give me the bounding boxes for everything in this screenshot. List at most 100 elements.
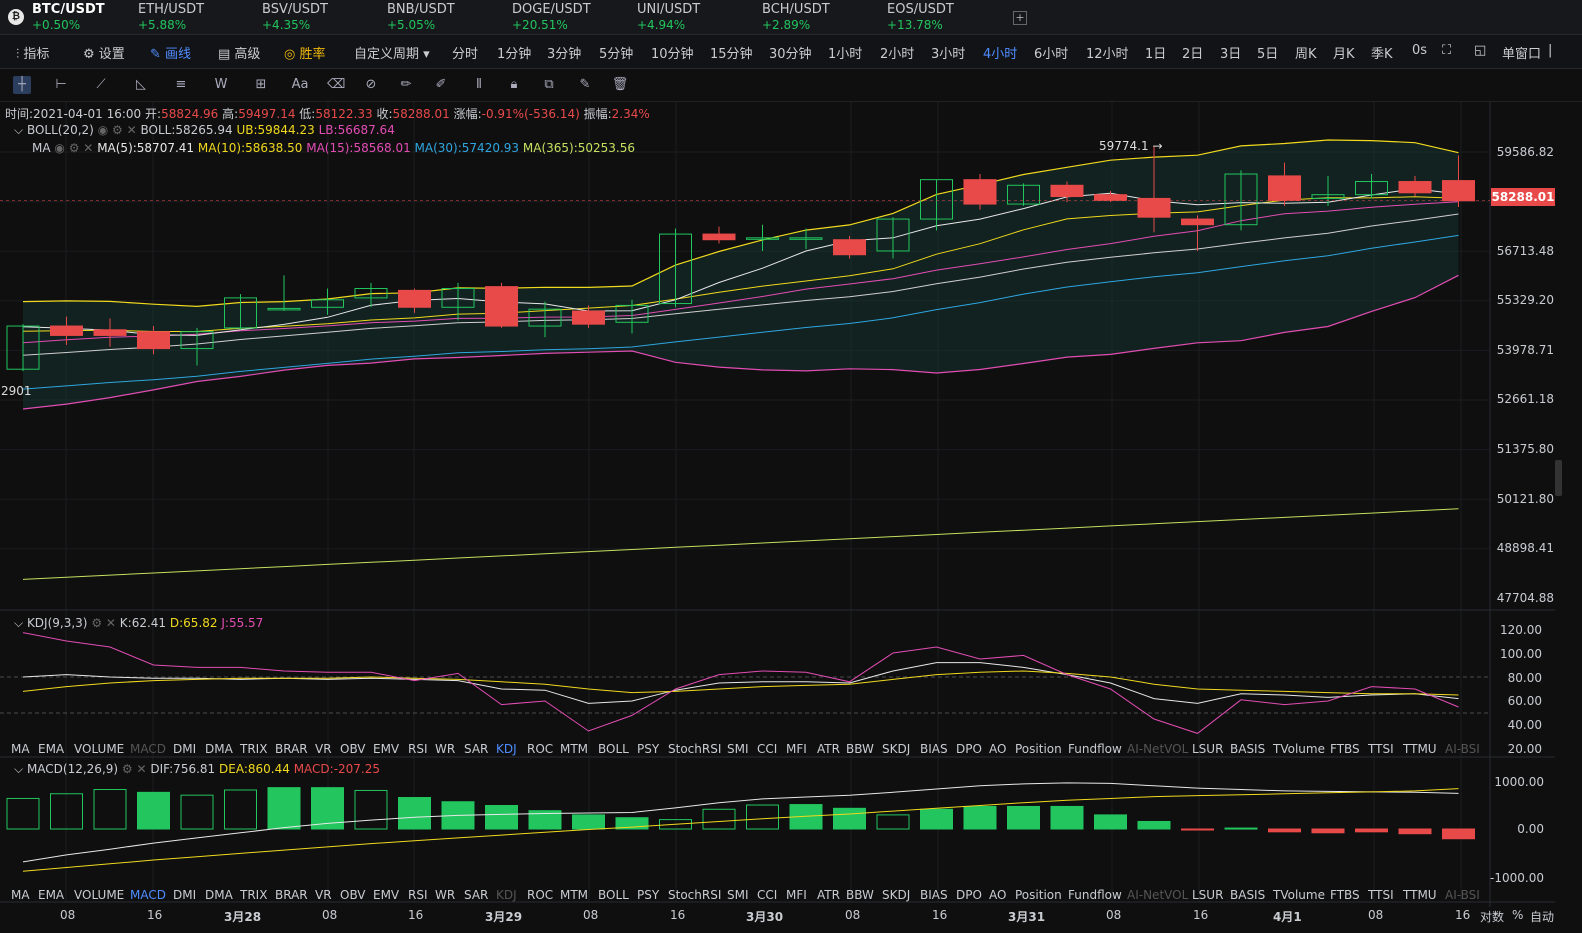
indicator-tab[interactable]: ATR [817,888,840,902]
indicator-tab[interactable]: FTBS [1330,888,1360,902]
indicator-tab[interactable]: DPO [956,888,982,902]
period-15[interactable]: 3日 [1220,47,1242,62]
indicator-tab[interactable]: BBW [846,742,874,756]
period-8[interactable]: 2小时 [880,47,915,62]
ticker-uni[interactable]: UNI/USDT +4.94% [637,2,700,32]
eraser-icon[interactable]: ⌫ [327,77,346,92]
kdj-name[interactable]: KDJ(9,3,3) [26,616,88,630]
indicator-tab[interactable]: DMI [173,742,197,756]
collapse-icon[interactable]: ⌵ [14,616,24,630]
wave-icon[interactable]: W [214,77,228,92]
collapse-icon[interactable]: ⌵ [14,123,24,137]
indicator-tab[interactable]: EMV [373,742,400,756]
indicator-tab[interactable]: AI-BSI [1445,742,1480,756]
indicator-tab[interactable]: EMA [38,888,65,902]
macd-name[interactable]: MACD(12,26,9) [26,762,119,776]
period-10[interactable]: 4小时 [983,47,1018,62]
indicator-tab[interactable]: LSUR [1192,742,1224,756]
indicator-tab[interactable]: KDJ [496,888,517,902]
indicator-tab[interactable]: TRIX [240,742,268,756]
eye-icon[interactable]: ◉ [97,123,109,137]
indicator-tab[interactable]: TRIX [240,888,268,902]
indicator-tab[interactable]: PSY [637,888,660,902]
indicator-tab[interactable]: EMA [38,742,65,756]
add-ticker-button[interactable]: + [1013,11,1027,25]
indicator-tab[interactable]: BOLL [598,742,629,756]
indicator-tab[interactable]: CCI [757,888,778,902]
indicator-tab[interactable]: BOLL [598,888,629,902]
indicator-tab[interactable]: SKDJ [882,742,911,756]
ticker-eos[interactable]: EOS/USDT +13.78% [887,2,954,32]
gear-icon[interactable]: ⚙ [91,616,103,630]
ticker-doge[interactable]: DOGE/USDT +20.51% [512,2,591,32]
ticker-bnb[interactable]: BNB/USDT +5.05% [387,2,455,32]
boll-name[interactable]: BOLL(20,2) [26,123,94,137]
text-icon[interactable]: Aa [291,77,309,92]
percent-scale-button[interactable]: % [1512,908,1524,922]
indicator-tab[interactable]: SKDJ [882,888,911,902]
close-icon[interactable]: ✕ [126,123,137,137]
indicator-tab[interactable]: VOLUME [74,742,125,756]
period-9[interactable]: 3小时 [931,47,966,62]
ticker-bsv[interactable]: BSV/USDT +4.35% [262,2,328,32]
period-6[interactable]: 30分钟 [769,47,812,62]
advanced-button[interactable]: ▤ 高级 [218,47,261,62]
period-0[interactable]: 分时 [452,47,479,62]
indicator-tab[interactable]: PSY [637,742,660,756]
indicator-tab[interactable]: BASIS [1230,742,1266,756]
indicator-tab[interactable]: DMI [173,888,197,902]
indicator-tab[interactable]: VOLUME [74,888,125,902]
window-icon[interactable]: ◱ [1474,43,1487,58]
indicator-tab[interactable]: MFI [786,742,807,756]
indicator-tab[interactable]: VR [315,742,332,756]
ma-name[interactable]: MA [32,141,51,155]
period-14[interactable]: 2日 [1182,47,1204,62]
ticker-btc[interactable]: BTC/USDT +0.50% [32,2,105,32]
custom-period-dropdown[interactable]: 自定义周期 ▾ [354,47,430,62]
indicator-tab[interactable]: MA [11,742,30,756]
indicator-tab[interactable]: DMA [205,742,233,756]
indicator-tab[interactable]: MACD [130,888,166,902]
period-19[interactable]: 季K [1371,47,1393,62]
gear-icon[interactable]: ⚙ [68,141,80,155]
indicator-tab[interactable]: BIAS [920,742,948,756]
indicator-tab[interactable]: AI-NetVOL [1127,888,1189,902]
indicator-tab[interactable]: RSI [408,888,428,902]
eye-icon[interactable]: ◉ [54,141,65,155]
indicator-tab[interactable]: AO [989,742,1007,756]
indicator-tab[interactable]: WR [435,742,456,756]
indicator-tab[interactable]: SAR [464,742,489,756]
indicator-tab[interactable]: TVolume [1273,888,1325,902]
indicator-tab[interactable]: MA [11,888,30,902]
indicator-tab[interactable]: SMI [727,742,749,756]
indicator-tab[interactable]: BASIS [1230,888,1266,902]
log-scale-button[interactable]: 对数 [1480,910,1505,924]
period-12[interactable]: 12小时 [1086,47,1129,62]
indicator-tab[interactable]: StochRSI [668,888,722,902]
crosshair-icon[interactable]: ┼ [13,76,31,94]
gear-icon[interactable]: ⚙ [121,762,133,776]
trend-line-icon[interactable]: ⟋ [96,77,106,92]
indicator-tab[interactable]: SAR [464,888,489,902]
indicator-tab[interactable]: AO [989,888,1007,902]
indicator-tab[interactable]: DPO [956,742,982,756]
winrate-button[interactable]: ◎ 胜率 [284,47,326,62]
indicator-tab[interactable]: CCI [757,742,778,756]
close-icon[interactable]: ✕ [83,141,94,155]
indicator-tab[interactable]: BBW [846,888,874,902]
period-5[interactable]: 15分钟 [710,47,753,62]
close-icon[interactable]: ✕ [136,762,147,776]
indicator-tab[interactable]: TTSI [1368,888,1394,902]
indicator-tab[interactable]: StochRSI [668,742,722,756]
period-18[interactable]: 月K [1333,47,1355,62]
indicator-tab[interactable]: ROC [527,888,554,902]
indicator-tab[interactable]: LSUR [1192,888,1224,902]
period-11[interactable]: 6小时 [1034,47,1069,62]
indicator-tab[interactable]: TTSI [1368,742,1394,756]
period-1[interactable]: 1分钟 [497,47,532,62]
zero-s-button[interactable]: 0s [1412,43,1428,58]
indicator-tab[interactable]: OBV [340,888,366,902]
period-13[interactable]: 1日 [1145,47,1167,62]
rectangle-icon[interactable]: ⊞ [255,77,267,92]
indicator-tab[interactable]: KDJ [496,742,517,756]
